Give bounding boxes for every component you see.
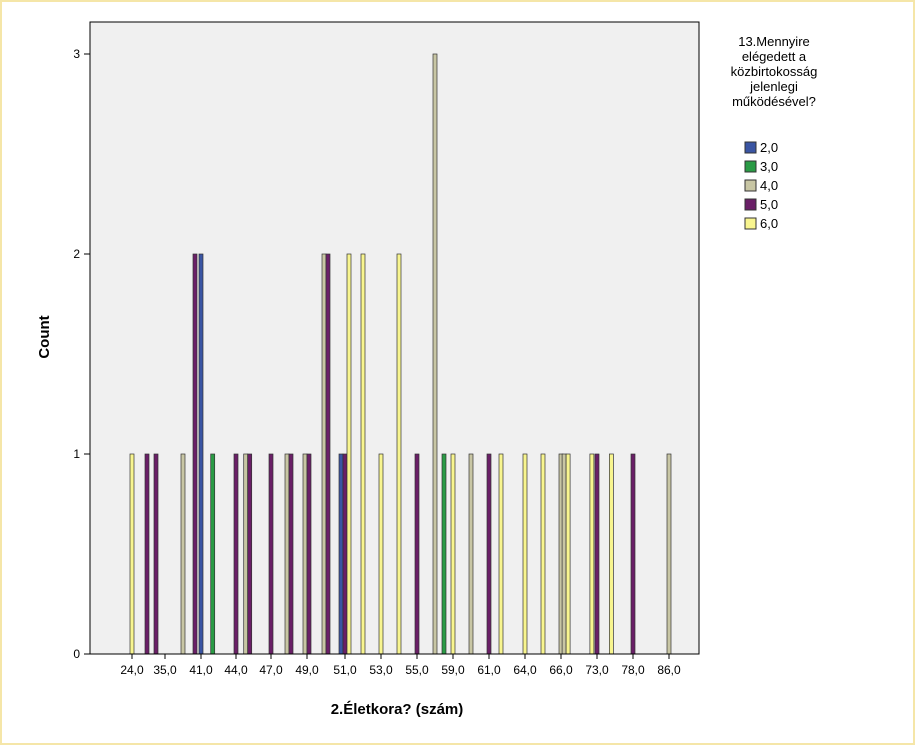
bar-age-49-cat-5-0 [306, 453, 312, 655]
bar-age-59-cat-6-0 [450, 453, 456, 655]
x-axis-title: 2.Életkora? (szám) [331, 701, 464, 718]
bar-age-52-cat-6-0 [360, 253, 366, 655]
legend-title-line: 13.Mennyire [738, 34, 810, 49]
bar-age-73-cat-5-0 [594, 453, 600, 655]
bar-age-45-cat-5-0 [247, 453, 253, 655]
bar-age-42-cat-3-0 [210, 453, 216, 655]
bar-age-75-cat-6-0 [609, 453, 614, 655]
bar-age-55-cat-5-0 [414, 453, 420, 655]
bar-age-50-cat-5-0 [325, 253, 331, 655]
bar-age-67-cat-4-0 [561, 453, 567, 655]
legend-title-line: elégedett a [742, 49, 807, 64]
x-tick-label: 59,0 [441, 663, 465, 677]
bar-age-44-cat-5-0 [233, 453, 239, 655]
bar-age-38-cat-4-0 [180, 453, 186, 655]
bar-age-60-cat-4-0 [468, 453, 474, 655]
x-tick-label: 47,0 [259, 663, 283, 677]
y-axis-title: Count [36, 315, 53, 358]
x-tick-label: 51,0 [333, 663, 357, 677]
y-tick-label: 3 [73, 47, 80, 61]
bar-age-86-cat-4-0 [666, 453, 672, 655]
bar-age-78-cat-5-0 [630, 453, 636, 655]
bar-age-41-cat-2-0 [198, 253, 204, 655]
bar-age-47-cat-5-0 [268, 453, 274, 655]
bar-age-48-cat-4-0 [284, 453, 290, 655]
bar-age-65-cat-6-0 [540, 453, 546, 655]
legend-title-line: működésével? [732, 94, 816, 109]
legend-title-line: közbirtokosság [731, 64, 818, 79]
x-tick-label: 41,0 [189, 663, 213, 677]
bar-age-49-cat-4-0 [302, 453, 308, 655]
legend-swatch [744, 160, 757, 173]
bar-age-50-cat-4-0 [321, 253, 327, 655]
bar-age-61-cat-5-0 [486, 453, 492, 655]
x-tick-label: 55,0 [405, 663, 429, 677]
legend-title-line: jelenlegi [749, 79, 798, 94]
x-tick-label: 73,0 [585, 663, 609, 677]
x-tick-label: 35,0 [153, 663, 177, 677]
bar-age-40-cat-5-0 [192, 253, 198, 655]
legend-swatch [744, 198, 757, 211]
legend-swatch [744, 217, 757, 230]
bar-age-64-cat-6-0 [522, 453, 528, 655]
bar-age-45-cat-4-0 [243, 453, 249, 655]
legend-label: 2,0 [760, 140, 778, 155]
bar-age-54-cat-6-0 [396, 253, 402, 655]
bar-age-62-cat-6-0 [498, 453, 504, 655]
x-tick-label: 64,0 [513, 663, 537, 677]
bar-age-32-cat-5-0 [153, 453, 159, 655]
legend-swatch [744, 141, 757, 154]
bar-age-72-cat-6-0 [589, 453, 595, 655]
bar-age-24-cat-6-0 [129, 453, 135, 655]
bar-age-51-cat-6-0 [346, 253, 352, 655]
x-tick-label: 24,0 [120, 663, 144, 677]
bar-age-53-cat-6-0 [378, 453, 384, 655]
legend-label: 3,0 [760, 159, 778, 174]
legend-label: 4,0 [760, 178, 778, 193]
x-tick-label: 44,0 [224, 663, 248, 677]
bar-age-57-cat-4-0 [432, 53, 438, 655]
bar-age-51-cat-2-0 [338, 453, 344, 655]
bar-age-67-cat-6-0 [565, 453, 571, 655]
bar-age-58-cat-3-0 [441, 453, 447, 655]
x-tick-label: 61,0 [477, 663, 501, 677]
x-tick-label: 78,0 [621, 663, 645, 677]
bar-age-48-cat-5-0 [288, 453, 294, 655]
y-tick-label: 2 [73, 247, 80, 261]
x-tick-label: 66,0 [549, 663, 573, 677]
legend-swatch [744, 179, 757, 192]
y-tick-label: 1 [73, 447, 80, 461]
legend-label: 5,0 [760, 197, 778, 212]
x-tick-label: 49,0 [295, 663, 319, 677]
x-tick-label: 86,0 [657, 663, 681, 677]
bar-age-29-cat-5-0 [144, 453, 150, 655]
y-tick-label: 0 [73, 647, 80, 661]
legend-label: 6,0 [760, 216, 778, 231]
bar-age-51-cat-5-0 [342, 453, 348, 655]
x-tick-label: 53,0 [369, 663, 393, 677]
